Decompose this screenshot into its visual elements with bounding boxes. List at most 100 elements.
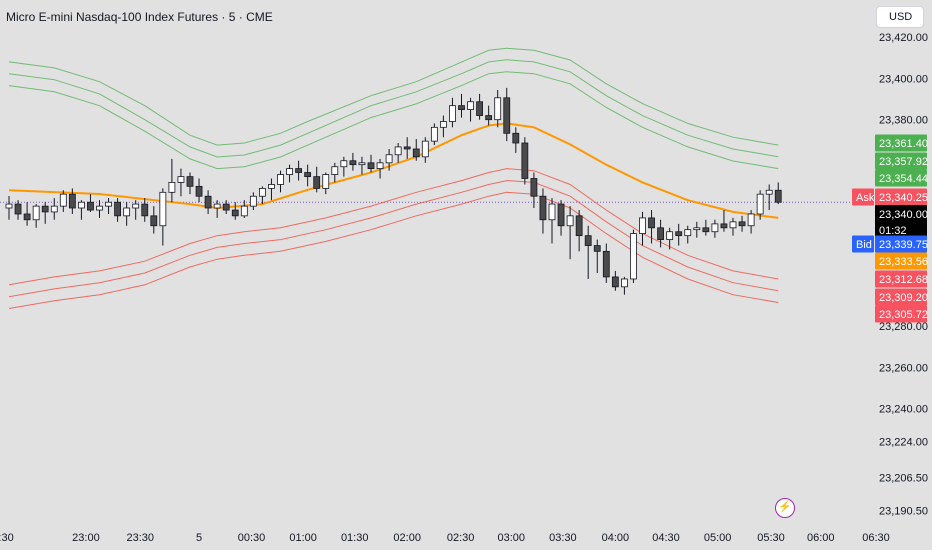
x-tick-label: 03:00 [498, 532, 526, 544]
candle [639, 217, 646, 234]
candle [231, 209, 239, 217]
price-tag-label: 23,340.00 [879, 209, 928, 221]
price-tag [875, 235, 927, 253]
price-tag-label: 23,340.25 [879, 192, 928, 204]
plot-area [0, 0, 872, 520]
candle [421, 140, 429, 158]
price-tag-label: 23,357.92 [879, 156, 928, 168]
candle [476, 101, 484, 116]
candle [41, 205, 49, 213]
candle [702, 227, 710, 233]
y-tick-label: 23,260.00 [879, 362, 928, 374]
x-tick-label: 01:00 [289, 532, 317, 544]
countdown-label: 01:32 [879, 225, 907, 237]
price-tag [875, 252, 927, 270]
x-tick-label: 02:00 [393, 532, 421, 544]
candle [68, 193, 76, 209]
x-tick-label: 06:00 [807, 532, 835, 544]
candle [5, 203, 13, 209]
candle [394, 146, 402, 156]
candle [159, 191, 167, 227]
candle [449, 105, 456, 122]
currency-selector[interactable]: USD [876, 6, 924, 28]
candle [150, 215, 158, 227]
x-tick-label: 05:30 [757, 532, 785, 544]
y-tick-label: 23,224.00 [879, 437, 928, 449]
candle [548, 203, 556, 221]
price-tag-label: 23,361.40 [879, 138, 928, 150]
y-tick-label: 23,380.00 [879, 115, 928, 127]
candle [313, 176, 321, 189]
candle [693, 227, 701, 231]
candle [485, 115, 493, 121]
candle [277, 174, 284, 185]
price-tag [875, 134, 927, 152]
x-tick-label: 01:30 [341, 532, 369, 544]
x-tick-label: 06:30 [862, 532, 890, 544]
candle [322, 174, 330, 189]
candle [14, 203, 22, 215]
candle [349, 160, 357, 166]
candle [340, 160, 348, 168]
candle [630, 233, 637, 280]
candle [385, 154, 393, 164]
price-tag [875, 305, 927, 323]
candle [430, 126, 438, 142]
candle [222, 203, 230, 211]
candle [204, 195, 212, 209]
price-tag [875, 188, 927, 206]
price-tag [875, 169, 927, 187]
candle [711, 223, 719, 233]
candle [403, 146, 411, 150]
candle [458, 105, 465, 110]
candle [87, 201, 94, 211]
candle [648, 217, 655, 229]
candle [23, 213, 31, 221]
candle [512, 132, 520, 144]
candle [530, 178, 538, 197]
lightning-icon[interactable]: ⚡ [775, 498, 795, 518]
candle [258, 187, 266, 197]
x-tick-label: 04:30 [652, 532, 680, 544]
candle [358, 162, 366, 166]
candle [729, 221, 737, 229]
candle [738, 221, 746, 227]
candle [657, 227, 664, 240]
candle [213, 203, 221, 209]
candle [195, 185, 203, 197]
price-tag [875, 152, 927, 170]
price-tag [875, 288, 927, 306]
band-line-3 [8, 71, 779, 170]
price-tag-label: 23,305.72 [879, 309, 928, 321]
candle [141, 203, 149, 217]
candle [59, 193, 67, 207]
candle [503, 97, 511, 134]
candle [331, 166, 339, 175]
candle [376, 162, 384, 169]
candle [304, 172, 312, 178]
price-tag-label: 23,339.75 [879, 239, 928, 251]
x-tick-label: 03:30 [549, 532, 577, 544]
bid-badge [852, 235, 874, 253]
price-tag [875, 205, 927, 237]
candle [666, 231, 674, 240]
candle [168, 182, 176, 193]
candle [611, 276, 619, 288]
candle [114, 201, 121, 217]
price-tag-label: 23,312.68 [879, 274, 928, 286]
price-tag-label: 23,354.44 [879, 173, 928, 185]
candle [774, 189, 782, 203]
x-tick-label: 00:30 [238, 532, 266, 544]
candle [268, 184, 275, 189]
candle [249, 195, 257, 207]
x-tick-label: 22:30 [0, 532, 14, 544]
x-tick-label: 5 [196, 532, 202, 544]
y-tick-label: 23,240.00 [879, 404, 928, 416]
candle [439, 121, 447, 128]
candle [521, 142, 529, 179]
ask-label: Ask [856, 192, 875, 204]
candle [286, 168, 293, 175]
candle [132, 203, 140, 209]
candle [240, 205, 248, 217]
